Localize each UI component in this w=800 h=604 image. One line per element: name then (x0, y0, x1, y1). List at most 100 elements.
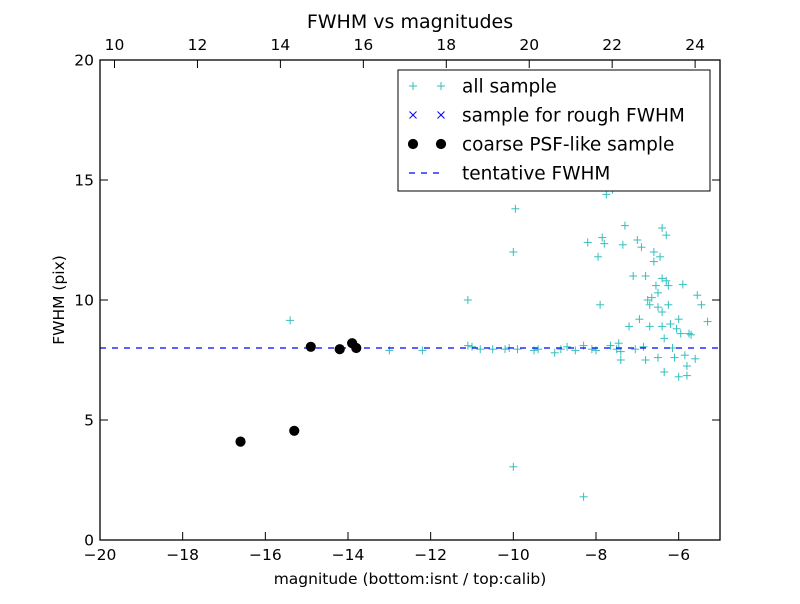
y-tick-label: 15 (74, 172, 94, 190)
y-tick-labels: 0 5 10 15 20 (74, 52, 94, 550)
all-sample-point (703, 317, 712, 326)
all-sample-point (670, 353, 679, 362)
x-tick-labels: −20 −18 −16 −14 −12 −10 −8 −6 (84, 546, 690, 564)
top-tick-label: 16 (353, 36, 373, 54)
coarse-psf-point (305, 341, 316, 352)
all-sample-point (680, 351, 689, 360)
all-sample-point (660, 334, 669, 343)
all-sample-point (620, 221, 629, 230)
all-sample-point (651, 281, 660, 290)
coarse-psf-point (235, 436, 246, 447)
all-sample-point (556, 345, 565, 354)
all-sample-point (660, 368, 669, 376)
all-sample-point (633, 236, 642, 244)
top-tick-label: 24 (685, 36, 705, 54)
top-tick-label: 10 (105, 36, 125, 54)
all-sample-point (645, 322, 654, 331)
all-sample-point (664, 281, 673, 290)
all-sample-point (602, 190, 611, 199)
all-sample-point (649, 257, 658, 266)
all-sample-point (463, 341, 472, 350)
all-sample-point (606, 341, 615, 350)
all-sample-point (534, 345, 543, 354)
legend-marker-x (437, 111, 445, 119)
all-sample-point (697, 300, 706, 309)
all-sample-point (672, 324, 681, 333)
series-coarse-psf (235, 338, 362, 447)
all-sample-point (616, 356, 625, 364)
all-sample-point (513, 345, 522, 354)
all-sample-point (682, 362, 691, 370)
legend-label: tentative FWHM (462, 164, 610, 185)
all-sample-point (654, 303, 662, 312)
y-tick-label: 0 (84, 532, 94, 550)
x-axis-label: magnitude (bottom:isnt / top:calib) (274, 570, 547, 588)
all-sample-point (674, 372, 683, 381)
all-sample-point (631, 345, 640, 354)
all-sample-point (550, 348, 559, 357)
all-sample-point (596, 300, 605, 309)
all-sample-point (509, 462, 518, 471)
all-sample-point (286, 316, 295, 325)
legend: all sample sample for rough FWHM coarse PS… (397, 69, 711, 192)
all-sample-point (676, 329, 685, 338)
chart-title: FWHM vs magnitudes (307, 11, 513, 33)
all-sample-point (579, 492, 588, 501)
all-sample-point (509, 248, 518, 256)
coarse-psf-point (289, 425, 300, 436)
plot-frame (99, 59, 721, 541)
x-tick-label: −16 (249, 546, 282, 564)
all-sample-point (501, 345, 510, 354)
legend-marker-plus (409, 82, 417, 90)
all-sample-point (587, 345, 596, 354)
y-tick-label: 20 (74, 52, 94, 70)
all-sample-point (612, 345, 621, 354)
coarse-psf-point (334, 344, 345, 355)
all-sample-point (658, 322, 667, 331)
all-sample-point (594, 252, 603, 261)
legend-entry: coarse PSF-like sample (407, 135, 674, 156)
y-tick-label: 10 (74, 292, 94, 310)
all-sample-point (571, 346, 580, 355)
legend-marker-plus (437, 82, 445, 90)
all-sample-point (600, 239, 609, 248)
all-sample-point (418, 346, 427, 355)
all-sample-point (637, 243, 646, 252)
all-sample-point (654, 353, 662, 362)
all-sample-point (649, 248, 658, 256)
all-sample-point (468, 342, 476, 351)
all-sample-point (658, 308, 667, 316)
all-sample-point (641, 272, 650, 280)
all-sample-point (625, 322, 634, 331)
all-sample-point (664, 300, 673, 309)
all-sample-point (656, 252, 665, 261)
all-sample-point (614, 339, 623, 348)
legend-marker-x (409, 111, 417, 119)
all-sample-point (687, 330, 696, 339)
x-tick-label: −20 (84, 546, 117, 564)
top-tick-label: 20 (519, 36, 539, 54)
coarse-psf-point (351, 342, 362, 354)
legend-label: sample for rough FWHM (462, 106, 685, 127)
legend-marker-dot (407, 138, 419, 150)
all-sample-point (645, 300, 654, 309)
all-sample-point (666, 320, 675, 328)
top-tick-label: 12 (188, 36, 208, 54)
all-sample-point (616, 347, 625, 356)
all-sample-point (658, 274, 667, 283)
all-sample-point (662, 276, 671, 285)
legend-entry: tentative FWHM (409, 164, 610, 185)
legend-entry: sample for rough FWHM (409, 106, 685, 127)
all-sample-point (691, 354, 700, 363)
legend-label: all sample (462, 77, 557, 98)
all-sample-point (583, 238, 592, 247)
all-sample-point (476, 345, 485, 354)
all-sample-point (639, 342, 648, 351)
all-sample-point (693, 291, 702, 300)
all-sample-point (647, 293, 656, 302)
all-sample-point (682, 371, 691, 380)
all-sample-point (635, 315, 644, 324)
all-sample-point (641, 356, 650, 364)
